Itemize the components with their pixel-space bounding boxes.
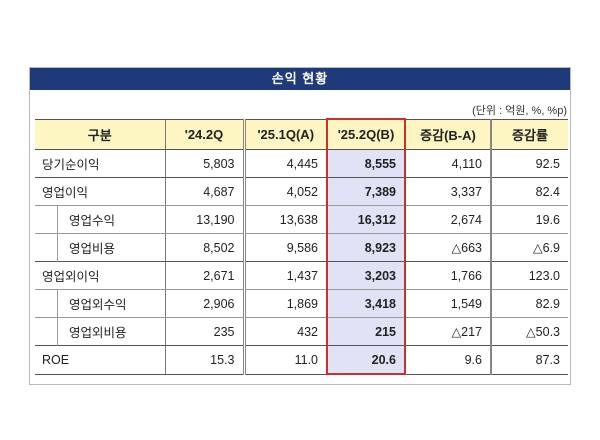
- cell-24-2q: 235: [164, 317, 244, 346]
- table-row-operating-revenue: 영업수익 13,190 13,638 16,312 2,674 19.6: [35, 205, 568, 234]
- cell-25-1q: 4,445: [242, 149, 327, 178]
- table-row-non-operating-expense: 영업외비용 235 432 215 △217 △50.3: [35, 317, 568, 346]
- row-label: 영업수익: [35, 205, 165, 234]
- cell-24-2q: 8,502: [164, 233, 244, 262]
- cell-25-2q: 16,312: [326, 205, 406, 234]
- cell-change-rate: 123.0: [490, 261, 568, 290]
- header-category: 구분: [35, 118, 165, 150]
- header-row: 구분 '24.2Q '25.1Q(A) '25.2Q(B) 증감(B-A) 증감…: [35, 118, 568, 150]
- cell-change: 4,110: [404, 149, 491, 178]
- cell-25-2q: 215: [326, 317, 406, 346]
- row-label: ROE: [35, 345, 165, 375]
- cell-25-1q: 432: [242, 317, 327, 346]
- cell-25-1q: 11.0: [242, 345, 327, 375]
- row-label: 영업이익: [35, 177, 165, 206]
- header-25-1q: '25.1Q(A): [242, 118, 327, 150]
- cell-change-rate: 19.6: [490, 205, 568, 234]
- cell-24-2q: 5,803: [164, 149, 244, 178]
- table-row-operating-expense: 영업비용 8,502 9,586 8,923 △663 △6.9: [35, 233, 568, 262]
- cell-change-rate: △50.3: [490, 317, 568, 346]
- header-change-rate: 증감률: [490, 118, 568, 150]
- cell-change: △217: [404, 317, 491, 346]
- cell-25-2q: 3,203: [326, 261, 406, 290]
- cell-24-2q: 4,687: [164, 177, 244, 206]
- cell-24-2q: 2,671: [164, 261, 244, 290]
- header-25-2q: '25.2Q(B): [326, 118, 406, 150]
- cell-change-rate: 82.9: [490, 289, 568, 318]
- cell-change-rate: 87.3: [490, 345, 568, 375]
- cell-25-1q: 9,586: [242, 233, 327, 262]
- row-label: 영업외이익: [35, 261, 165, 290]
- table-row-operating-income: 영업이익 4,687 4,052 7,389 3,337 82.4: [35, 177, 568, 206]
- row-label: 영업비용: [35, 233, 165, 262]
- cell-25-1q: 4,052: [242, 177, 327, 206]
- cell-25-2q: 8,555: [326, 149, 406, 178]
- cell-change: 1,549: [404, 289, 491, 318]
- cell-24-2q: 15.3: [164, 345, 244, 375]
- header-24-2q: '24.2Q: [164, 118, 244, 150]
- header-change: 증감(B-A): [404, 118, 491, 150]
- table-row-net-income: 당기순이익 5,803 4,445 8,555 4,110 92.5: [35, 149, 568, 178]
- profit-loss-table-frame: 손익 현황 (단위 : 억원, %, %p) 구분 '24.2Q '25.1Q(…: [29, 67, 571, 385]
- cell-25-1q: 13,638: [242, 205, 327, 234]
- table-row-non-operating-income: 영업외이익 2,671 1,437 3,203 1,766 123.0: [35, 261, 568, 290]
- cell-change: 2,674: [404, 205, 491, 234]
- cell-change: 9.6: [404, 345, 491, 375]
- unit-note: (단위 : 억원, %, %p): [472, 105, 567, 117]
- cell-24-2q: 13,190: [164, 205, 244, 234]
- cell-25-1q: 1,437: [242, 261, 327, 290]
- cell-change: 3,337: [404, 177, 491, 206]
- row-label: 영업외수익: [35, 289, 165, 318]
- table-title: 손익 현황: [30, 68, 570, 90]
- cell-24-2q: 2,906: [164, 289, 244, 318]
- cell-change: 1,766: [404, 261, 491, 290]
- cell-25-2q: 3,418: [326, 289, 406, 318]
- cell-25-2q: 7,389: [326, 177, 406, 206]
- cell-change-rate: 92.5: [490, 149, 568, 178]
- row-label: 당기순이익: [35, 149, 165, 178]
- row-label: 영업외비용: [35, 317, 165, 346]
- cell-change-rate: △6.9: [490, 233, 568, 262]
- cell-change: △663: [404, 233, 491, 262]
- profit-loss-table: 구분 '24.2Q '25.1Q(A) '25.2Q(B) 증감(B-A) 증감…: [35, 118, 568, 375]
- table-row-roe: ROE 15.3 11.0 20.6 9.6 87.3: [35, 345, 568, 375]
- cell-change-rate: 82.4: [490, 177, 568, 206]
- cell-25-2q: 20.6: [326, 345, 406, 375]
- table-row-non-operating-revenue: 영업외수익 2,906 1,869 3,418 1,549 82.9: [35, 289, 568, 318]
- cell-25-2q: 8,923: [326, 233, 406, 262]
- cell-25-1q: 1,869: [242, 289, 327, 318]
